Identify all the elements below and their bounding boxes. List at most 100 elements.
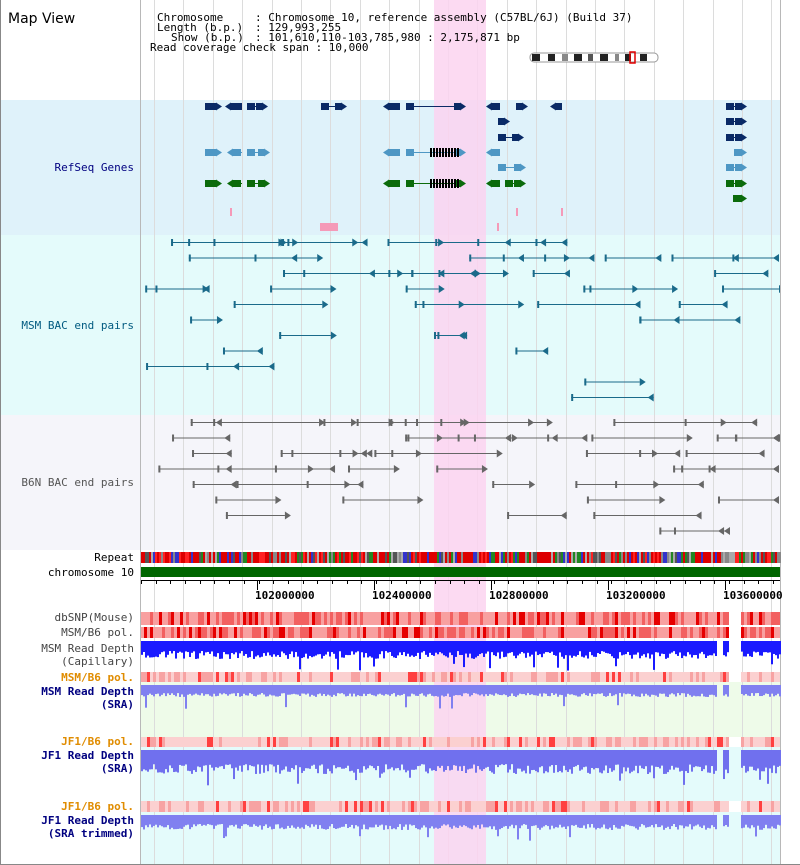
jf1-sra-depth-bar (415, 750, 417, 770)
repeat-mark (699, 552, 701, 563)
dbsnp-heat-cell (285, 612, 288, 625)
msm-pol-sra-heat-cell (246, 672, 249, 682)
dbsnp-heat-cell (186, 612, 189, 625)
dbsnp-heat-cell (234, 612, 237, 625)
msm-pol-sra-heat-cell (219, 672, 222, 682)
repeat-mark (247, 552, 249, 563)
msm-capillary-depth-bar (289, 641, 291, 655)
repeat-mark (261, 552, 263, 563)
jf1-pol-heat-cell (690, 737, 693, 747)
jf1-pol-heat-cell (153, 737, 156, 747)
msm-pol-heat-cell (423, 627, 426, 638)
repeat-mark (677, 552, 679, 563)
jf1-sra-depth-bar (621, 750, 623, 774)
msm-capillary-depth-bar (621, 641, 623, 656)
jf1-sra-depth-bar (633, 750, 635, 771)
dbsnp-heat-cell (540, 612, 543, 625)
jf1-trim-depth-bar (213, 815, 215, 829)
jf1-sra-depth-bar (649, 750, 651, 773)
refseq-gene-strand-arrow (383, 102, 389, 111)
dbsnp-heat-cell (762, 612, 765, 625)
msm-capillary-depth-bar (503, 641, 505, 658)
jf1-pol-heat-cell (219, 737, 222, 747)
msm-pol-heat-cell (234, 627, 237, 638)
msm-bac-track[interactable] (145, 238, 785, 402)
jf1-trim-depth-bar (347, 815, 349, 829)
jf1-trim-depth-bar (643, 815, 645, 826)
msm-sra-depth-bar (383, 685, 385, 696)
msm-pol-sra-heat-cell (774, 672, 777, 682)
repeat-mark (593, 552, 595, 563)
msm-pol-heat-cell (687, 627, 690, 638)
jf1-sra-depth-bar (519, 750, 521, 769)
msm-sra-depth-bar (475, 685, 477, 694)
msm-sra-depth-bar (647, 685, 649, 696)
msm-sra-depth-bar (269, 685, 271, 695)
msm-sra-depth-bar (679, 685, 681, 696)
msm-sra-depth-bar (633, 685, 635, 695)
msm-sra-depth-bar (145, 685, 147, 708)
jf1-trim-depth-bar (515, 815, 517, 826)
chromosome-bar[interactable] (141, 567, 780, 577)
bac-end-arrow (291, 254, 298, 262)
msm-sra-depth-bar (711, 685, 713, 695)
dbsnp-heat-cell (507, 612, 510, 625)
msm-pol-heat-cell (270, 627, 273, 638)
msm-pol-heat-cell (717, 627, 720, 638)
msm-sra-depth-bar (621, 685, 623, 697)
jf1-pol-heat-cell (471, 737, 474, 747)
repeat-mark (513, 552, 515, 563)
msm-sra-depth-bar (685, 685, 687, 697)
msm-pol-sra-heat-cell (573, 672, 576, 682)
jf1-sra-depth-bar (199, 750, 201, 768)
msm-pol-sra-heat-cell (147, 672, 150, 682)
jf1-trim-depth-bar (551, 815, 553, 826)
jf1-trim-depth-bar (723, 815, 725, 827)
jf1-trim-depth-bar (173, 815, 175, 830)
dbsnp-heat-cell (588, 612, 591, 625)
jf1-sra-depth-bar (333, 750, 335, 766)
dbsnp-heat-cell (213, 612, 216, 625)
msm-sra-depth-bar (591, 685, 593, 697)
depth-tracks[interactable] (141, 641, 781, 841)
jf1-pol-trim-heat-cell (615, 801, 618, 812)
jf1-pol-trim-heat-cell (393, 801, 396, 812)
msm-pol-heat-cell (213, 627, 216, 638)
jf1-sra-depth-bar (345, 750, 347, 768)
repeat-mark (573, 552, 575, 563)
repeat-mark (423, 552, 425, 563)
jf1-sra-depth-bar (449, 750, 451, 771)
repeat-mark (613, 552, 615, 563)
jf1-trim-depth-bar (151, 815, 153, 828)
dbsnp-heat-cell (747, 612, 750, 625)
jf1-trim-depth-bar (531, 815, 533, 827)
dbsnp-heat-cell (408, 612, 411, 625)
jf1-pol-heat-cell (576, 737, 579, 747)
msm-pol-sra-heat-cell (570, 672, 573, 682)
msm-capillary-depth-bar (761, 641, 763, 656)
repeat-mark (339, 552, 341, 563)
jf1-pol-trim-heat-cell (441, 801, 444, 812)
dbsnp-heat-cell (714, 612, 717, 625)
msm-pol-heat-cell (384, 627, 387, 638)
chromosome-ideogram[interactable] (529, 51, 659, 64)
msm-capillary-depth-bar (247, 641, 249, 658)
msm-pol-heat-cell (558, 627, 561, 638)
jf1-pol-trim-heat-cell (666, 801, 669, 812)
jf1-sra-depth-bar (535, 750, 537, 772)
dbsnp-heat-cell (681, 612, 684, 625)
refseq-genes-track[interactable] (205, 102, 747, 232)
jf1-sra-depth-bar (209, 750, 211, 765)
heat-tracks[interactable] (141, 612, 780, 812)
b6n-bac-track[interactable] (158, 418, 785, 536)
dbsnp-heat-cell (438, 612, 441, 625)
msm-pol-sra-heat-cell (534, 672, 537, 682)
msm-capillary-depth-bar (311, 641, 313, 658)
repeat-track[interactable] (141, 552, 781, 563)
jf1-trim-depth-bar (309, 815, 311, 828)
selected-region-highlight[interactable] (434, 0, 486, 865)
dbsnp-heat-cell (564, 612, 567, 625)
jf1-pol-trim-heat-cell (279, 801, 282, 812)
msm-capillary-depth-bar (301, 641, 303, 659)
jf1-pol-heat-cell (291, 737, 294, 747)
